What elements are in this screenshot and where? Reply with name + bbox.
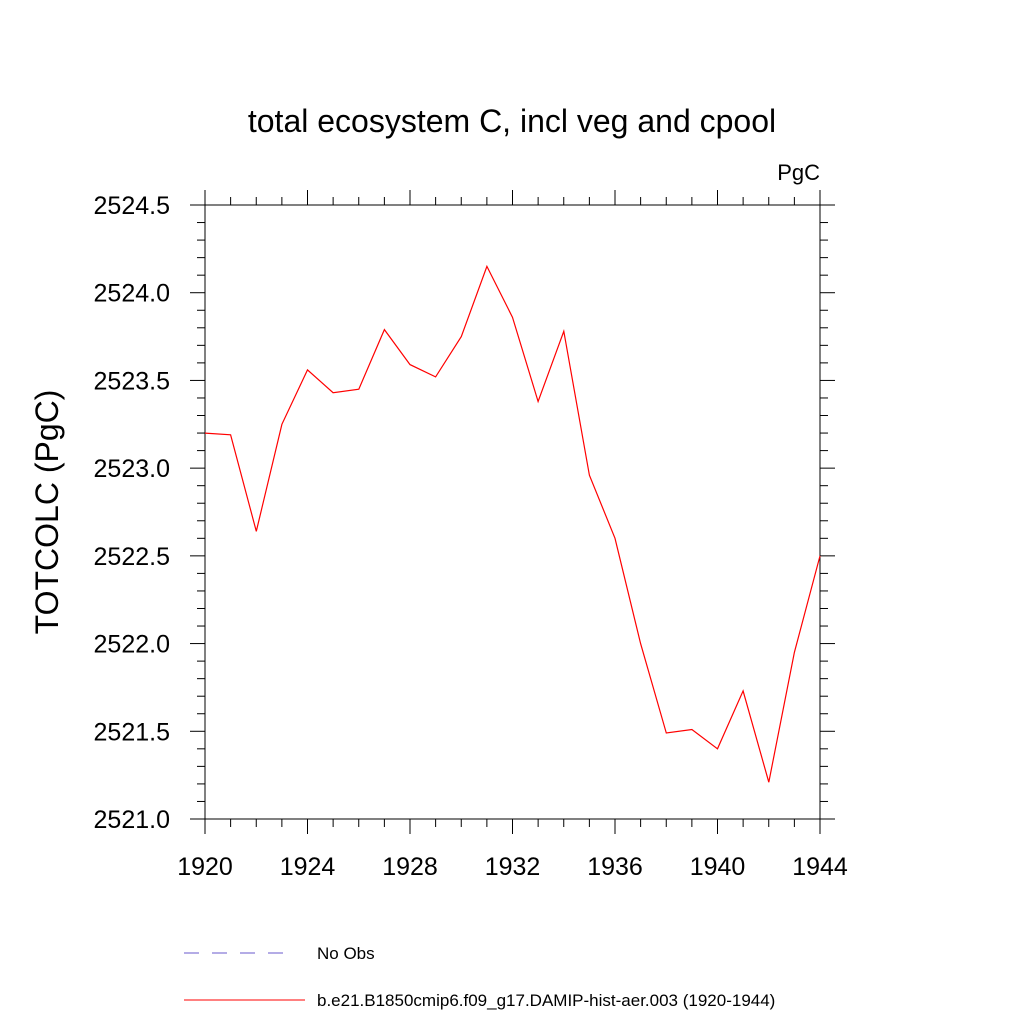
data-point [333, 392, 334, 393]
y-axis-label: TOTCOLC (PgC) [29, 390, 65, 635]
x-axis-ticks: 1920 1924 1928 1932 1936 1940 1944 [177, 190, 848, 881]
y-axis-ticks: 2521.0 2521.5 2522.0 2522.5 2523.0 2523.5 2524… [94, 192, 835, 834]
data-point [819, 555, 820, 556]
y-tick-label: 2523.5 [94, 367, 170, 395]
data-point [281, 424, 282, 425]
data-point [538, 401, 539, 402]
data-point [794, 652, 795, 653]
legend-label: b.e21.B1850cmip6.f09_g17.DAMIP-hist-aer.… [317, 991, 775, 1010]
series-layer [204, 264, 821, 783]
legend: No Obs b.e21.B1850cmip6.f09_g17.DAMIP-his… [184, 944, 775, 1010]
data-point [768, 782, 769, 783]
data-point [486, 266, 487, 267]
x-tick-label: 1924 [280, 853, 336, 881]
y-tick-label: 2521.0 [94, 806, 170, 834]
y-tick-label: 2521.5 [94, 718, 170, 746]
data-point [563, 331, 564, 332]
data-point [640, 643, 641, 644]
data-point [743, 690, 744, 691]
y-tick-label: 2523.0 [94, 455, 170, 483]
data-point [666, 732, 667, 733]
data-point [512, 317, 513, 318]
y-tick-label: 2524.0 [94, 280, 170, 308]
legend-label: No Obs [317, 944, 375, 963]
data-point [204, 432, 205, 433]
data-point [409, 364, 410, 365]
x-tick-label: 1940 [690, 853, 746, 881]
x-tick-label: 1944 [792, 853, 848, 881]
data-point [307, 369, 308, 370]
x-tick-label: 1932 [485, 853, 541, 881]
y-tick-label: 2522.5 [94, 543, 170, 571]
x-tick-label: 1936 [587, 853, 643, 881]
y-tick-label: 2522.0 [94, 631, 170, 659]
data-point [256, 531, 257, 532]
y-tick-label: 2524.5 [94, 192, 170, 220]
x-tick-label: 1920 [177, 853, 233, 881]
series-line [204, 264, 821, 783]
data-point [358, 389, 359, 390]
data-point [230, 434, 231, 435]
data-point [589, 475, 590, 476]
data-point [691, 729, 692, 730]
data-point [461, 336, 462, 337]
x-tick-label: 1928 [382, 853, 438, 881]
data-point [384, 329, 385, 330]
data-point [717, 748, 718, 749]
data-point [614, 538, 615, 539]
units-label: PgC [777, 160, 820, 185]
data-point [435, 376, 436, 377]
chart-title: total ecosystem C, incl veg and cpool [248, 103, 776, 139]
